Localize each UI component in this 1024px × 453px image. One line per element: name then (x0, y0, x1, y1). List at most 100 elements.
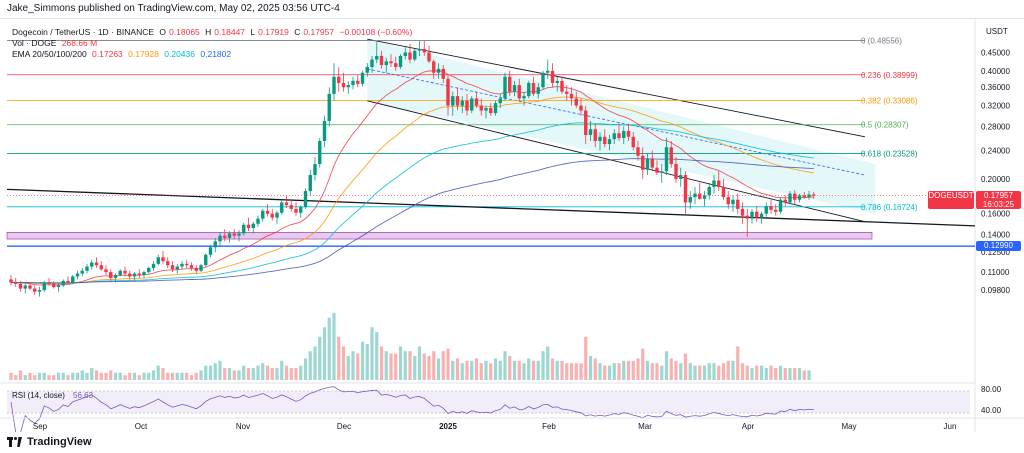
candle[interactable] (736, 199, 740, 209)
candle[interactable] (223, 235, 227, 238)
candle[interactable] (52, 283, 56, 287)
candle[interactable] (166, 261, 170, 266)
candle[interactable] (66, 280, 70, 283)
candle[interactable] (441, 68, 445, 79)
candle[interactable] (408, 52, 412, 60)
candle[interactable] (745, 215, 749, 219)
candle[interactable] (113, 274, 118, 278)
candle[interactable] (360, 72, 365, 84)
candle[interactable] (484, 108, 488, 111)
candle[interactable] (631, 136, 635, 148)
candle[interactable] (251, 223, 255, 228)
candle[interactable] (645, 158, 650, 170)
volume-label[interactable]: Vol · DOGE (12, 38, 57, 48)
candle[interactable] (303, 191, 308, 208)
candle[interactable] (698, 193, 702, 199)
candle[interactable] (465, 100, 469, 111)
candle[interactable] (731, 199, 735, 205)
candle[interactable] (389, 61, 393, 64)
candle[interactable] (550, 70, 555, 83)
candle[interactable] (256, 218, 260, 224)
candle[interactable] (156, 257, 160, 264)
candle[interactable] (531, 82, 536, 94)
candle[interactable] (479, 105, 483, 111)
candle[interactable] (356, 80, 360, 84)
candle[interactable] (517, 85, 521, 99)
candle[interactable] (47, 282, 51, 284)
candle[interactable] (693, 193, 697, 198)
candle[interactable] (650, 158, 654, 168)
candle[interactable] (180, 263, 184, 267)
candle[interactable] (341, 82, 346, 88)
candle[interactable] (218, 235, 222, 242)
candle[interactable] (427, 52, 431, 62)
candle[interactable] (569, 93, 574, 99)
candle[interactable] (161, 257, 165, 262)
candle[interactable] (807, 194, 811, 198)
candle[interactable] (764, 206, 768, 214)
candle[interactable] (413, 50, 417, 60)
candle[interactable] (750, 211, 754, 219)
candle[interactable] (503, 76, 507, 99)
candle[interactable] (384, 61, 388, 66)
candle[interactable] (584, 110, 588, 136)
channel-upper-line[interactable] (367, 38, 866, 138)
candle[interactable] (170, 265, 175, 270)
long-trendline[interactable] (6, 188, 976, 227)
candle[interactable] (489, 108, 493, 114)
support-zone[interactable] (6, 232, 873, 240)
candle[interactable] (132, 273, 137, 277)
candle[interactable] (688, 197, 692, 203)
candle[interactable] (541, 72, 545, 88)
candle[interactable] (417, 49, 422, 51)
candle[interactable] (208, 247, 213, 255)
ema-label[interactable]: EMA 20/50/100/200 (12, 49, 87, 59)
candle[interactable] (574, 98, 578, 106)
candle[interactable] (432, 61, 436, 73)
candle[interactable] (104, 269, 108, 273)
candle[interactable] (755, 211, 759, 218)
candle[interactable] (75, 273, 80, 277)
candle[interactable] (626, 130, 631, 137)
candle[interactable] (227, 233, 232, 238)
candle[interactable] (204, 254, 208, 266)
candle[interactable] (579, 105, 583, 111)
candle[interactable] (641, 155, 645, 170)
candle[interactable] (669, 147, 673, 165)
candle[interactable] (94, 262, 99, 266)
candle[interactable] (769, 206, 773, 210)
candle[interactable] (702, 195, 707, 199)
candle[interactable] (498, 98, 502, 104)
candle[interactable] (721, 186, 726, 198)
candle[interactable] (788, 193, 792, 203)
candle[interactable] (99, 265, 103, 270)
candle[interactable] (375, 55, 379, 60)
candle[interactable] (346, 85, 350, 88)
candle[interactable] (403, 52, 407, 56)
candle[interactable] (617, 133, 621, 138)
candle[interactable] (797, 195, 802, 200)
candle[interactable] (80, 270, 84, 274)
candle[interactable] (322, 120, 327, 142)
candle[interactable] (299, 207, 303, 213)
candle[interactable] (802, 195, 806, 198)
candle[interactable] (90, 262, 94, 267)
candle[interactable] (527, 82, 531, 97)
candle[interactable] (118, 270, 122, 275)
candle[interactable] (189, 265, 194, 268)
candle[interactable] (14, 282, 18, 284)
candle[interactable] (246, 224, 251, 228)
candle[interactable] (318, 141, 322, 165)
candle[interactable] (451, 96, 455, 106)
candle[interactable] (774, 209, 778, 212)
candle[interactable] (436, 68, 441, 73)
candle[interactable] (793, 193, 797, 200)
candle[interactable] (588, 129, 593, 136)
chart-canvas[interactable]: 0.45000 0.40000 0.36000 0.32000 0.28000 0.240… (0, 18, 1024, 432)
candle[interactable] (332, 76, 336, 94)
candle[interactable] (313, 164, 317, 176)
candle[interactable] (707, 186, 711, 196)
candle[interactable] (56, 285, 61, 287)
candle[interactable] (185, 263, 189, 266)
candle[interactable] (598, 136, 602, 142)
